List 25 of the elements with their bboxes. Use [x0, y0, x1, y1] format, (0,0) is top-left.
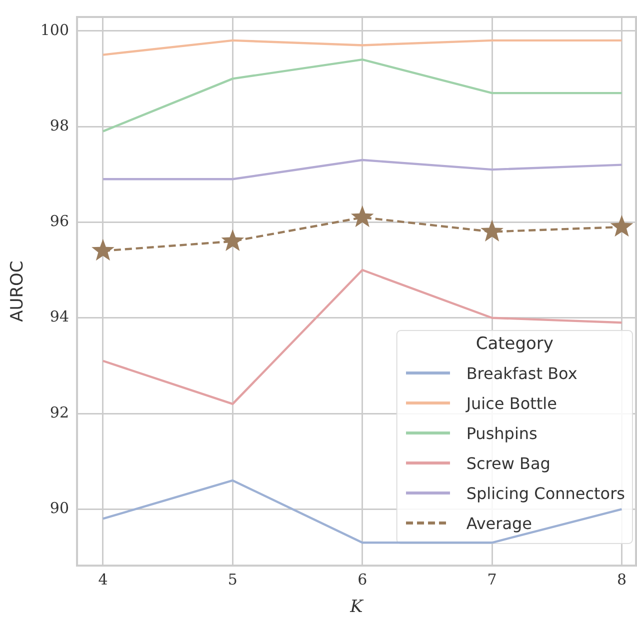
y-tick-label: 100: [40, 20, 70, 39]
legend-label: Screw Bag: [466, 454, 550, 472]
legend-label: Pushpins: [466, 424, 538, 442]
x-tick-label: 4: [98, 570, 108, 588]
point: [92, 238, 114, 261]
y-tick-label: 90: [50, 499, 70, 518]
legend-title: Category: [474, 334, 554, 354]
point: [480, 220, 504, 242]
x-axis-title: K: [349, 597, 364, 618]
legend-label: Average: [466, 514, 532, 532]
x-tick-label: 8: [616, 570, 627, 588]
y-tick-label: 92: [50, 403, 70, 422]
y-tick-label: 96: [50, 212, 70, 230]
legend-label: Juice Bottle: [466, 394, 557, 412]
point: [610, 214, 634, 237]
legend-label: Splicing Connectors: [466, 484, 625, 502]
point: [221, 229, 244, 252]
y-axis-title: AUROC: [8, 260, 28, 322]
legend-label: Breakfast Box: [466, 364, 578, 382]
x-tick-label: 7: [487, 570, 497, 588]
y-tick-label: 94: [50, 308, 70, 326]
x-tick-label: 5: [228, 570, 238, 588]
point: [350, 205, 374, 228]
x-tick-label: 6: [358, 570, 368, 588]
y-tick-label: 98: [50, 116, 70, 134]
